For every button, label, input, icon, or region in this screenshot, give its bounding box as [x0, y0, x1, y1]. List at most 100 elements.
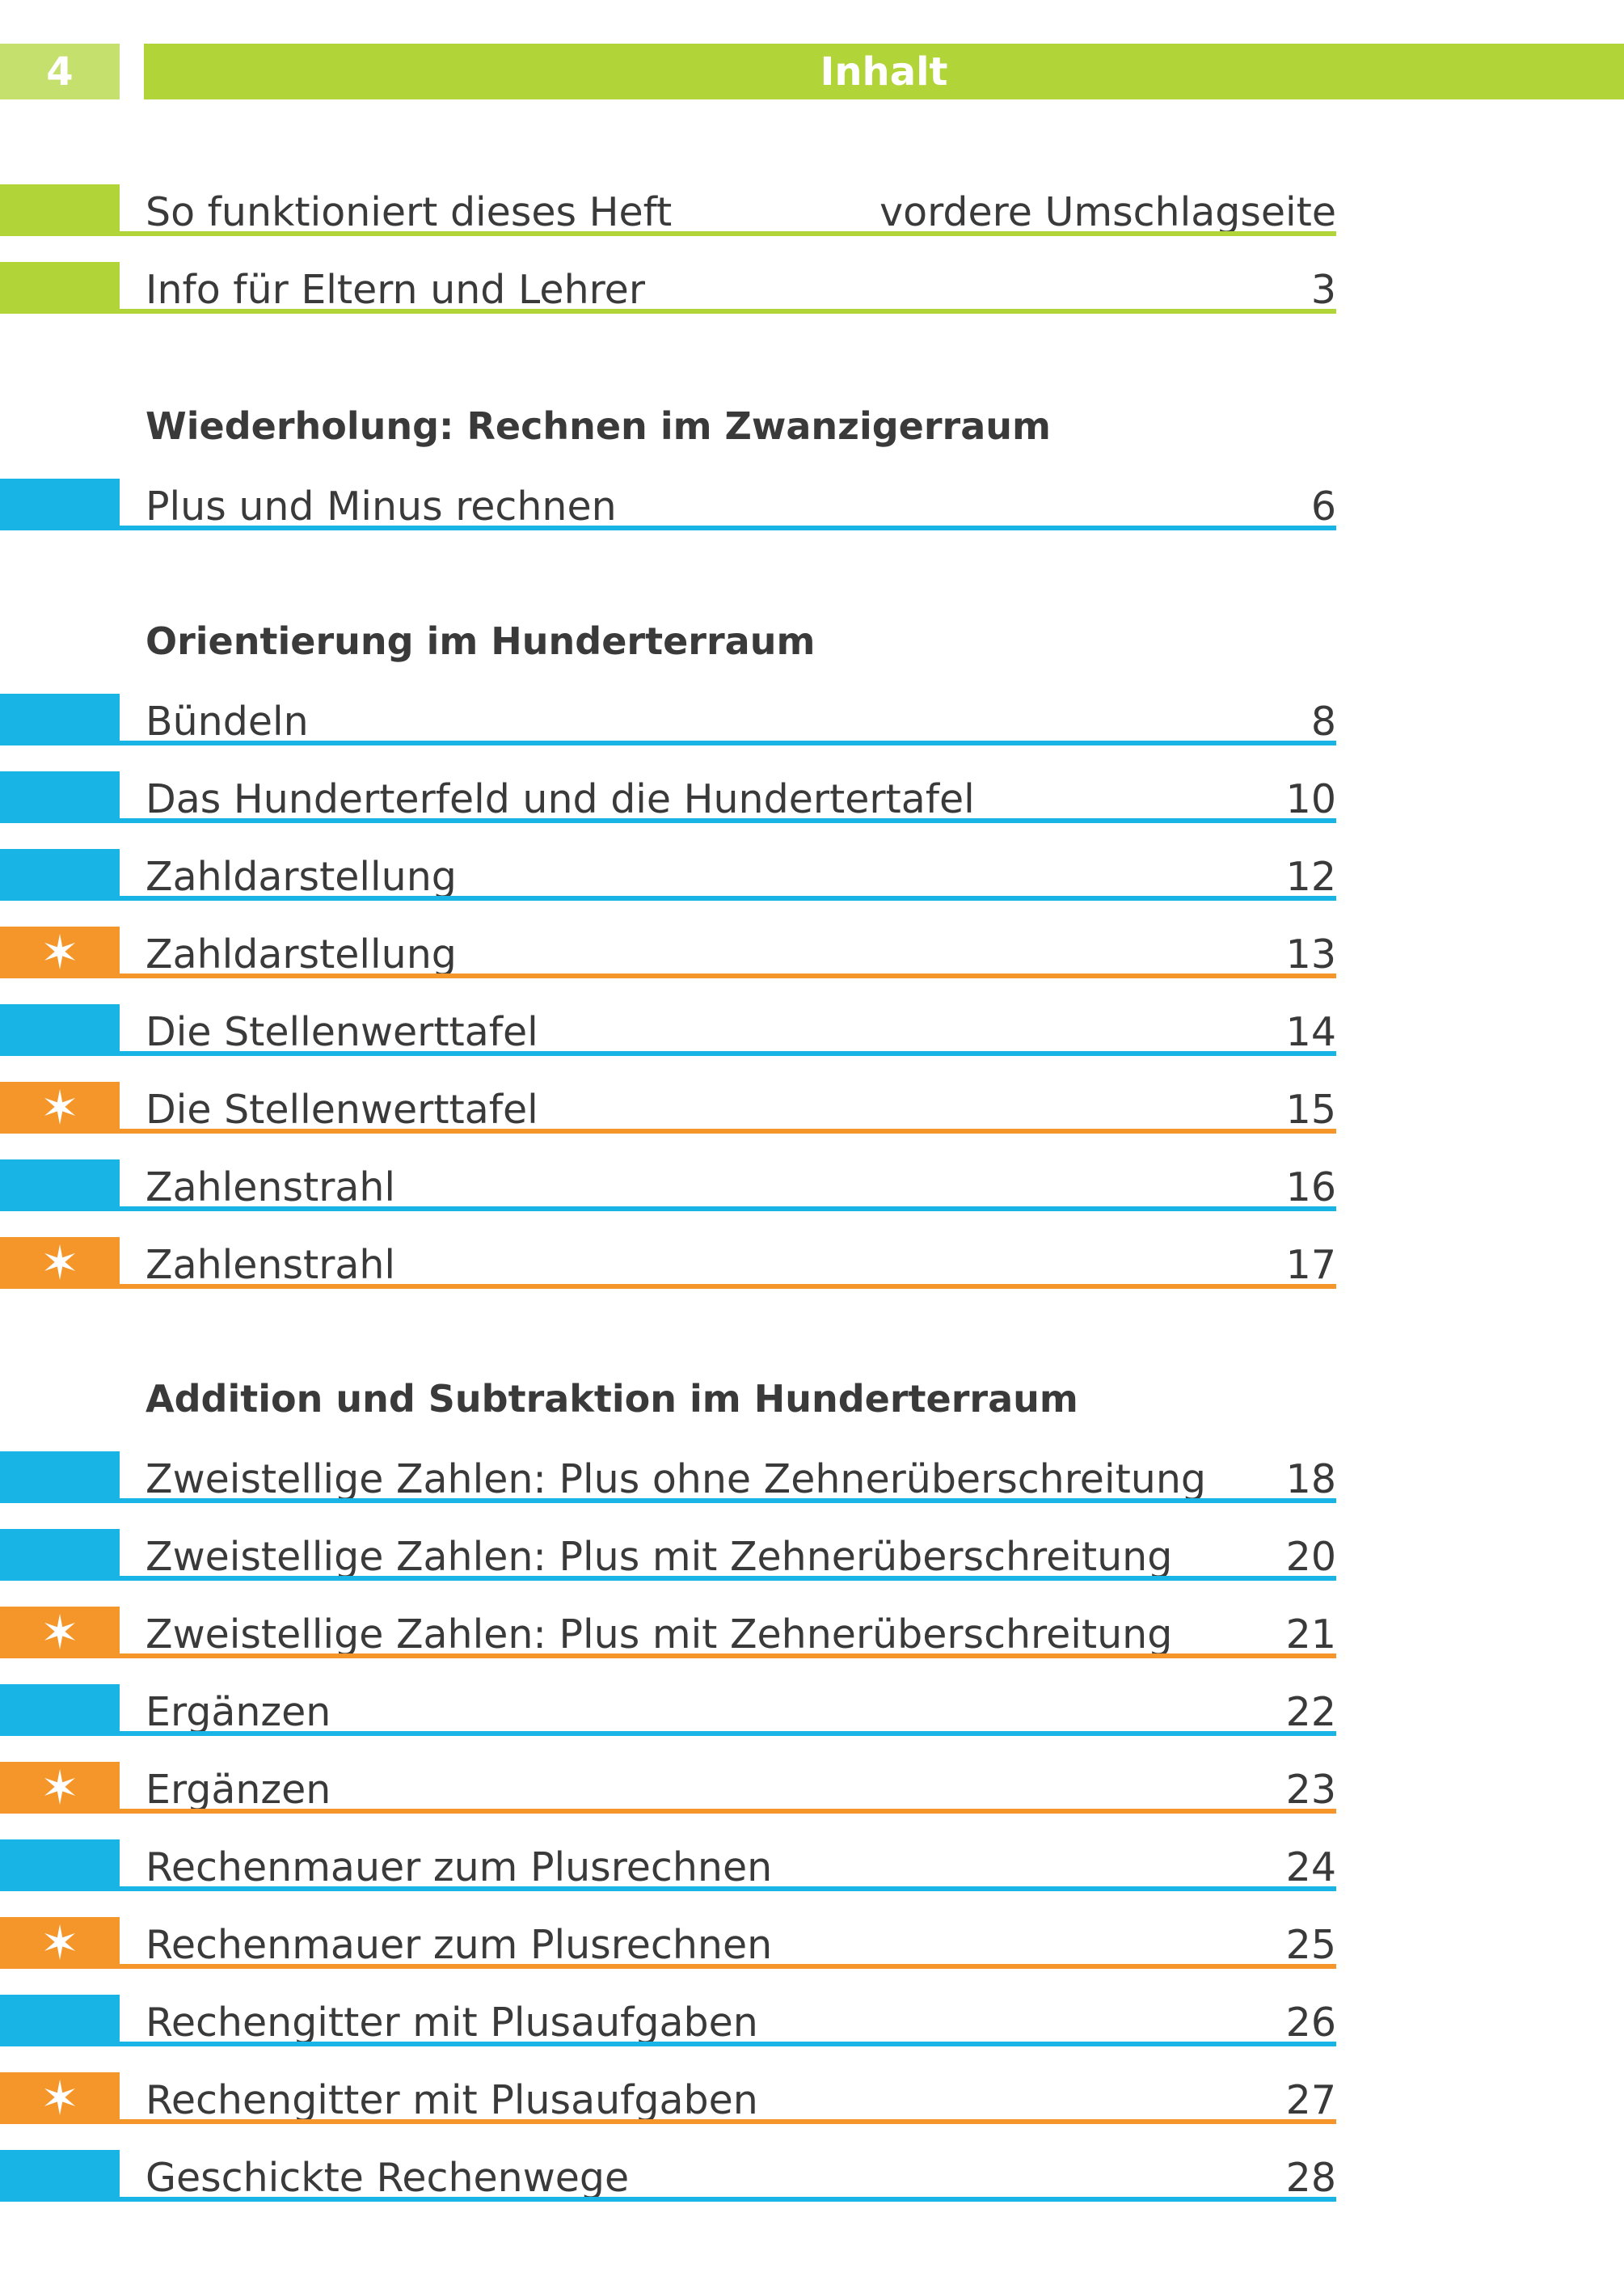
toc-entry[interactable]: Die Stellenwerttafel 14: [0, 1004, 1336, 1056]
toc-entry-title: Die Stellenwerttafel: [146, 1009, 538, 1055]
toc-entry[interactable]: ✶ Zweistellige Zahlen: Plus mit Zehnerübe…: [0, 1607, 1336, 1658]
toc-entry-underline: [120, 741, 1336, 745]
toc-entry-page: 6: [1310, 484, 1336, 530]
color-marker: [0, 1839, 120, 1891]
toc-entry-page: 3: [1310, 267, 1336, 313]
toc-entry-underline: [120, 1206, 1336, 1211]
star-icon: ✶: [40, 1235, 80, 1290]
toc-entry-underline: [120, 2197, 1336, 2202]
toc-entry[interactable]: Zahldarstellung 12: [0, 849, 1336, 901]
toc-entry[interactable]: Rechenmauer zum Plusrechnen 24: [0, 1839, 1336, 1891]
toc-entry[interactable]: ✶ Ergänzen 23: [0, 1762, 1336, 1814]
star-icon: ✶: [40, 925, 80, 980]
toc-entry[interactable]: Geschickte Rechenwege 28: [0, 2150, 1336, 2202]
toc-entry-underline: [120, 1051, 1336, 1056]
toc-entry[interactable]: Ergänzen 22: [0, 1684, 1336, 1736]
star-marker: ✶: [0, 2072, 120, 2124]
toc-entry-underline: [120, 973, 1336, 978]
toc-entry-underline: [120, 309, 1336, 314]
page-title-bar: Inhalt: [144, 44, 1624, 99]
toc-entry-page: 25: [1285, 1922, 1336, 1968]
star-icon: ✶: [40, 2071, 80, 2126]
toc-entry[interactable]: Plus und Minus rechnen 6: [0, 479, 1336, 530]
toc-entry-title: Ergänzen: [146, 1689, 331, 1735]
toc-entry-title: Zahlenstrahl: [146, 1242, 396, 1288]
toc-entry-underline: [120, 1284, 1336, 1289]
star-icon: ✶: [40, 1915, 80, 1970]
toc-entry-title: Zweistellige Zahlen: Plus mit Zehnerüber…: [146, 1534, 1173, 1580]
toc-entry[interactable]: So funktioniert dieses Heft vordere Umsch…: [0, 184, 1336, 236]
color-marker: [0, 1159, 120, 1211]
toc-entry-page: 22: [1285, 1689, 1336, 1735]
star-marker: ✶: [0, 927, 120, 978]
toc-entry-page: 14: [1285, 1009, 1336, 1055]
toc-entry-title: Rechenmauer zum Plusrechnen: [146, 1844, 773, 1890]
toc-entry-title: Plus und Minus rechnen: [146, 484, 617, 530]
color-marker: [0, 262, 120, 314]
color-marker: [0, 1995, 120, 2046]
star-icon: ✶: [40, 1760, 80, 1815]
color-marker: [0, 1529, 120, 1581]
toc-entry-underline: [120, 231, 1336, 236]
toc-entry[interactable]: ✶ Zahldarstellung 13: [0, 927, 1336, 978]
star-marker: ✶: [0, 1762, 120, 1814]
color-marker: [0, 1451, 120, 1503]
toc-entry-title: Info für Eltern und Lehrer: [146, 267, 645, 313]
toc-entry[interactable]: ✶ Rechenmauer zum Plusrechnen 25: [0, 1917, 1336, 1969]
toc-entry[interactable]: Bündeln 8: [0, 694, 1336, 745]
toc-entry[interactable]: Info für Eltern und Lehrer 3: [0, 262, 1336, 314]
toc-entry-underline: [120, 818, 1336, 823]
toc-entry-page: 18: [1285, 1456, 1336, 1502]
toc-entry-title: Rechenmauer zum Plusrechnen: [146, 1922, 773, 1968]
star-marker: ✶: [0, 1082, 120, 1134]
toc-entry-title: Bündeln: [146, 699, 309, 745]
color-marker: [0, 184, 120, 236]
toc-entry[interactable]: ✶ Rechengitter mit Plusaufgaben 27: [0, 2072, 1336, 2124]
toc-entry-page: 17: [1285, 1242, 1336, 1288]
page-title: Inhalt: [820, 49, 948, 95]
toc-entry[interactable]: Zweistellige Zahlen: Plus ohne Zehnerübe…: [0, 1451, 1336, 1503]
color-marker: [0, 694, 120, 745]
star-icon: ✶: [40, 1605, 80, 1660]
toc-entry-underline: [120, 1498, 1336, 1503]
toc-entry-title: Zahldarstellung: [146, 931, 457, 978]
toc-entry-title: Rechengitter mit Plusaufgaben: [146, 2077, 758, 2123]
toc-entry-title: Rechengitter mit Plusaufgaben: [146, 2000, 758, 2046]
toc-entry[interactable]: Rechengitter mit Plusaufgaben 26: [0, 1995, 1336, 2046]
toc-entry[interactable]: ✶ Die Stellenwerttafel 15: [0, 1082, 1336, 1134]
section-heading: Wiederholung: Rechnen im Zwanzigerraum: [146, 404, 1051, 448]
toc-entry-page: 10: [1285, 776, 1336, 822]
page-number: 4: [0, 44, 120, 99]
toc-entry-page: 24: [1285, 1844, 1336, 1890]
star-marker: ✶: [0, 1607, 120, 1658]
toc-entry[interactable]: ✶ Zahlenstrahl 17: [0, 1237, 1336, 1289]
toc-entry-underline: [120, 1886, 1336, 1891]
color-marker: [0, 849, 120, 901]
color-marker: [0, 1004, 120, 1056]
color-marker: [0, 479, 120, 530]
page-number-text: 4: [46, 49, 74, 95]
toc-entry-page: 23: [1285, 1767, 1336, 1813]
section-heading: Addition und Subtraktion im Hunderterrau…: [146, 1377, 1078, 1421]
color-marker: [0, 771, 120, 823]
toc-entry-underline: [120, 1653, 1336, 1658]
toc-entry-title: So funktioniert dieses Heft: [146, 189, 673, 235]
star-marker: ✶: [0, 1917, 120, 1969]
toc-entry[interactable]: Zweistellige Zahlen: Plus mit Zehnerüber…: [0, 1529, 1336, 1581]
toc-entry-page: 12: [1285, 854, 1336, 900]
toc-entry-page: 26: [1285, 2000, 1336, 2046]
toc-entry-page: 20: [1285, 1534, 1336, 1580]
toc-entry-underline: [120, 1731, 1336, 1736]
toc-entry-page: 15: [1285, 1087, 1336, 1133]
toc-entry-page: 8: [1310, 699, 1336, 745]
toc-entry[interactable]: Zahlenstrahl 16: [0, 1159, 1336, 1211]
toc-entry-underline: [120, 1809, 1336, 1814]
toc-entry[interactable]: Das Hunderterfeld und die Hundertertafel…: [0, 771, 1336, 823]
toc-entry-underline: [120, 896, 1336, 901]
toc-entry-page: 16: [1285, 1164, 1336, 1210]
toc-entry-page: 27: [1285, 2077, 1336, 2123]
toc-entry-underline: [120, 1964, 1336, 1969]
color-marker: [0, 1684, 120, 1736]
toc-entry-underline: [120, 2119, 1336, 2124]
